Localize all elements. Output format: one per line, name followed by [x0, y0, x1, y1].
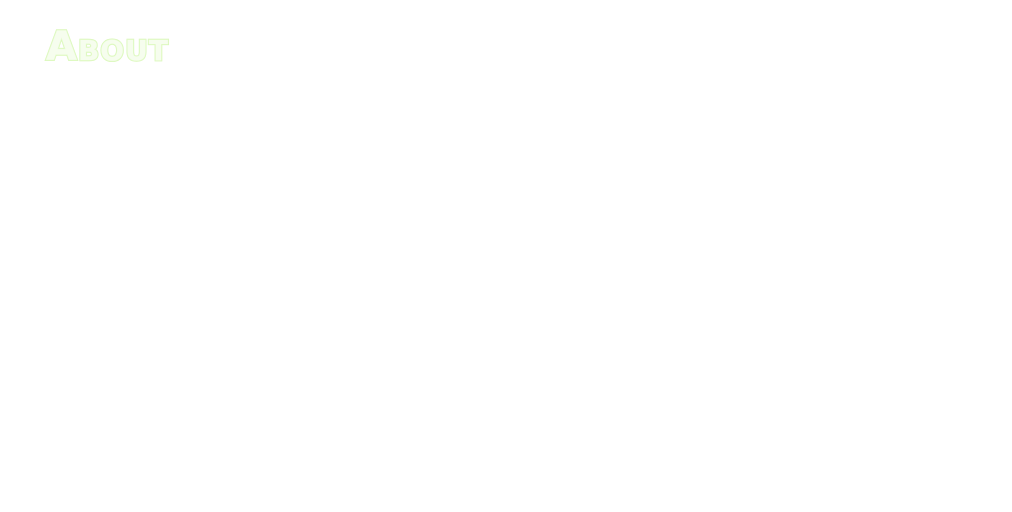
page-title-outline-inner: About: [46, 24, 169, 70]
page-title: About About About: [45, 23, 206, 71]
page-title-text: About: [46, 24, 169, 70]
page-title-outline: About: [46, 24, 169, 70]
page-title-graphic: About About About: [45, 23, 169, 71]
